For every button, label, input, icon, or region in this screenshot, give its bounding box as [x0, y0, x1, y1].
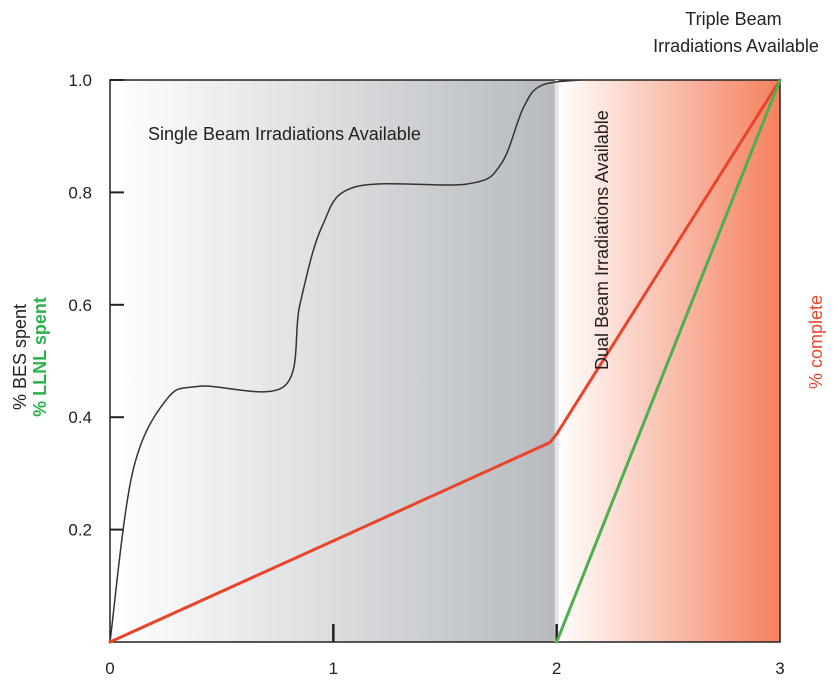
triple-beam-label-line1: Triple Beam — [685, 9, 781, 29]
ylabel-bes-spent: % BES spent — [10, 304, 30, 410]
x-tick-label: 2 — [552, 659, 561, 678]
y-tick-label: 1.0 — [68, 71, 92, 90]
region-single-beam — [110, 80, 557, 642]
y-tick-label: 0.4 — [68, 408, 92, 427]
x-tick-label: 1 — [329, 659, 338, 678]
single-beam-label: Single Beam Irradiations Available — [148, 124, 421, 144]
series-layer — [108, 78, 782, 644]
y-tick-label: 0.2 — [68, 521, 92, 540]
y-axis-ticks: 0.2 0.4 0.6 0.8 1.0 — [68, 71, 124, 540]
plot-frame — [109, 79, 781, 643]
triple-beam-label-line2: Irradiations Available — [653, 36, 819, 56]
dual-beam-label: Dual Beam Irradiations Available — [592, 110, 612, 370]
series-line-1 — [109, 79, 580, 643]
triple-beam-label: Triple Beam Irradiations Available — [653, 9, 819, 56]
ylabel-percent-complete: % complete — [806, 295, 826, 389]
x-tick-label: 3 — [775, 659, 784, 678]
series-line-2 — [108, 78, 782, 644]
ylabel-llnl-spent: % LLNL spent — [30, 297, 50, 417]
series-line-3 — [555, 78, 782, 644]
y-tick-label: 0.6 — [68, 296, 92, 315]
x-tick-label: 0 — [105, 659, 114, 678]
y-tick-label: 0.8 — [68, 183, 92, 202]
